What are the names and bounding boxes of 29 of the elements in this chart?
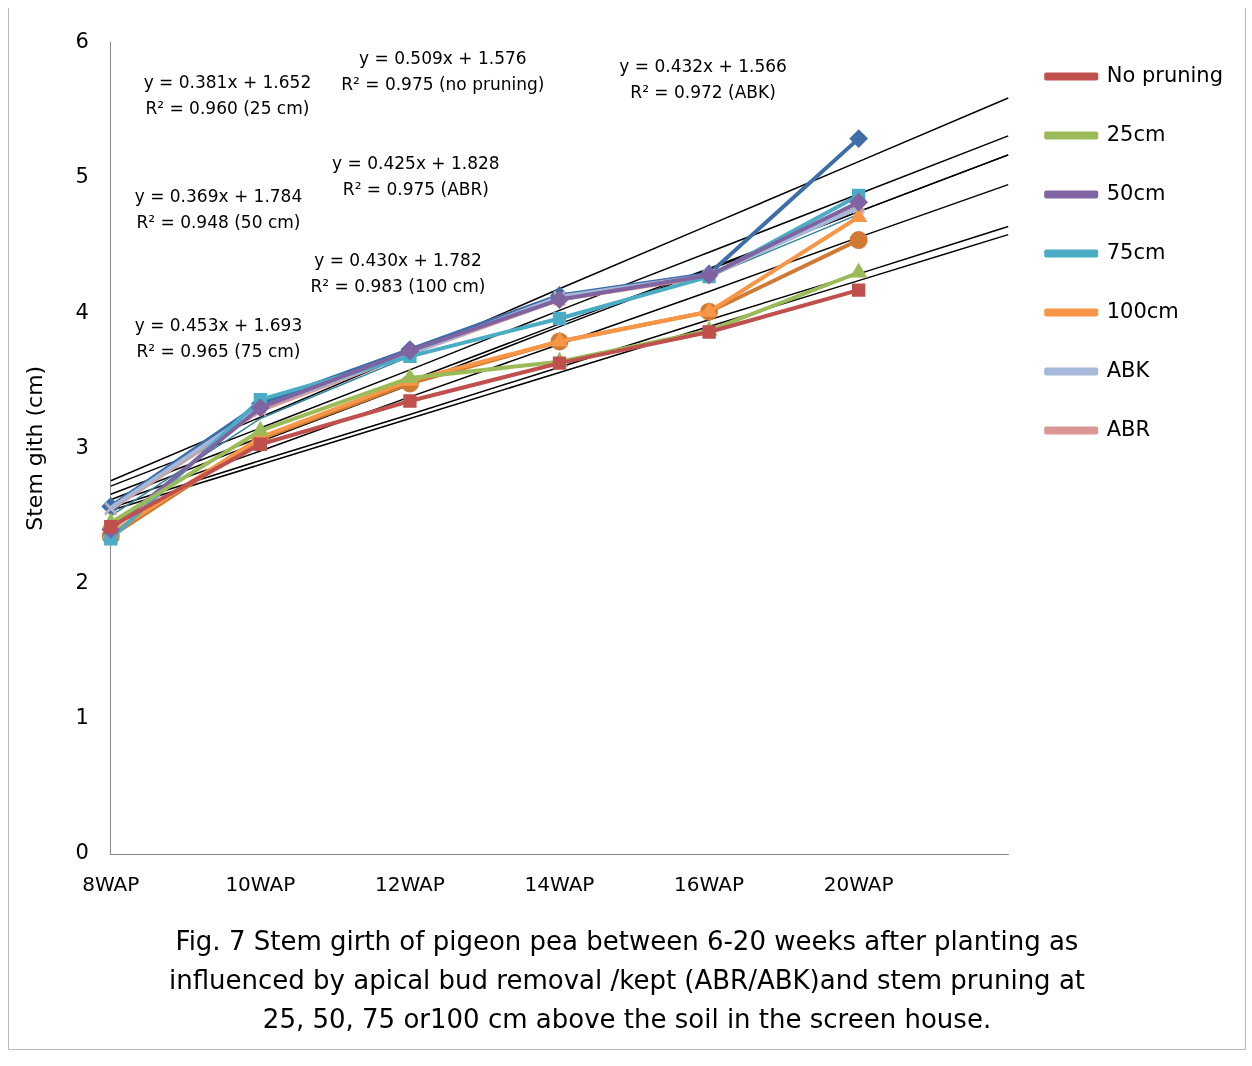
legend-label: 100cm: [1106, 298, 1179, 323]
x-tick-label: 14WAP: [524, 872, 595, 897]
y-tick-label: 1: [75, 705, 89, 730]
legend-label: ABK: [1106, 357, 1151, 382]
legend-label: 25cm: [1106, 121, 1166, 146]
y-tick-label: 5: [75, 164, 89, 189]
x-tick-label: 12WAP: [374, 872, 445, 897]
y-tick-label: 6: [75, 29, 89, 54]
legend-label: ABR: [1106, 416, 1151, 441]
y-axis-title: Stem gith (cm): [21, 365, 47, 531]
x-tick-label: 16WAP: [674, 872, 744, 897]
annotation: y = 0.430x + 1.782 R² = 0.983 (100 cm): [310, 250, 486, 297]
caption: Fig. 7 Stem girth of pigeon pea between 6-20 weeks after planting as influenced by apical bud removal /kept (ABR/ABK)and stem pruning at 25, 50, 75 or100 cm above the soil in the screen house.: [167, 925, 1086, 1036]
y-tick-label: 0: [75, 840, 89, 865]
y-tick-label: 2: [75, 569, 89, 594]
annotation: y = 0.509x + 1.576 R² = 0.975 (no pruning): [341, 47, 545, 94]
legend-label: 75cm: [1106, 239, 1166, 264]
annotation: y = 0.453x + 1.693 R² = 0.965 (75 cm): [134, 315, 303, 362]
y-tick-label: 3: [75, 434, 89, 459]
annotation: y = 0.381x + 1.652 R² = 0.960 (25 cm): [143, 71, 312, 118]
annotation: y = 0.432x + 1.566 R² = 0.972 (ABK): [619, 55, 787, 102]
legend-label: 50cm: [1106, 180, 1166, 205]
x-tick-label: 20WAP: [823, 872, 894, 897]
annotation: y = 0.369x + 1.784 R² = 0.948 (50 cm): [134, 185, 303, 232]
annotation: y = 0.425x + 1.828 R² = 0.975 (ABR): [332, 153, 500, 200]
x-tick-label: 10WAP: [225, 872, 296, 897]
legend-label: No pruning: [1106, 62, 1224, 87]
y-tick-label: 4: [75, 299, 89, 324]
x-tick-label: 8WAP: [82, 872, 140, 897]
